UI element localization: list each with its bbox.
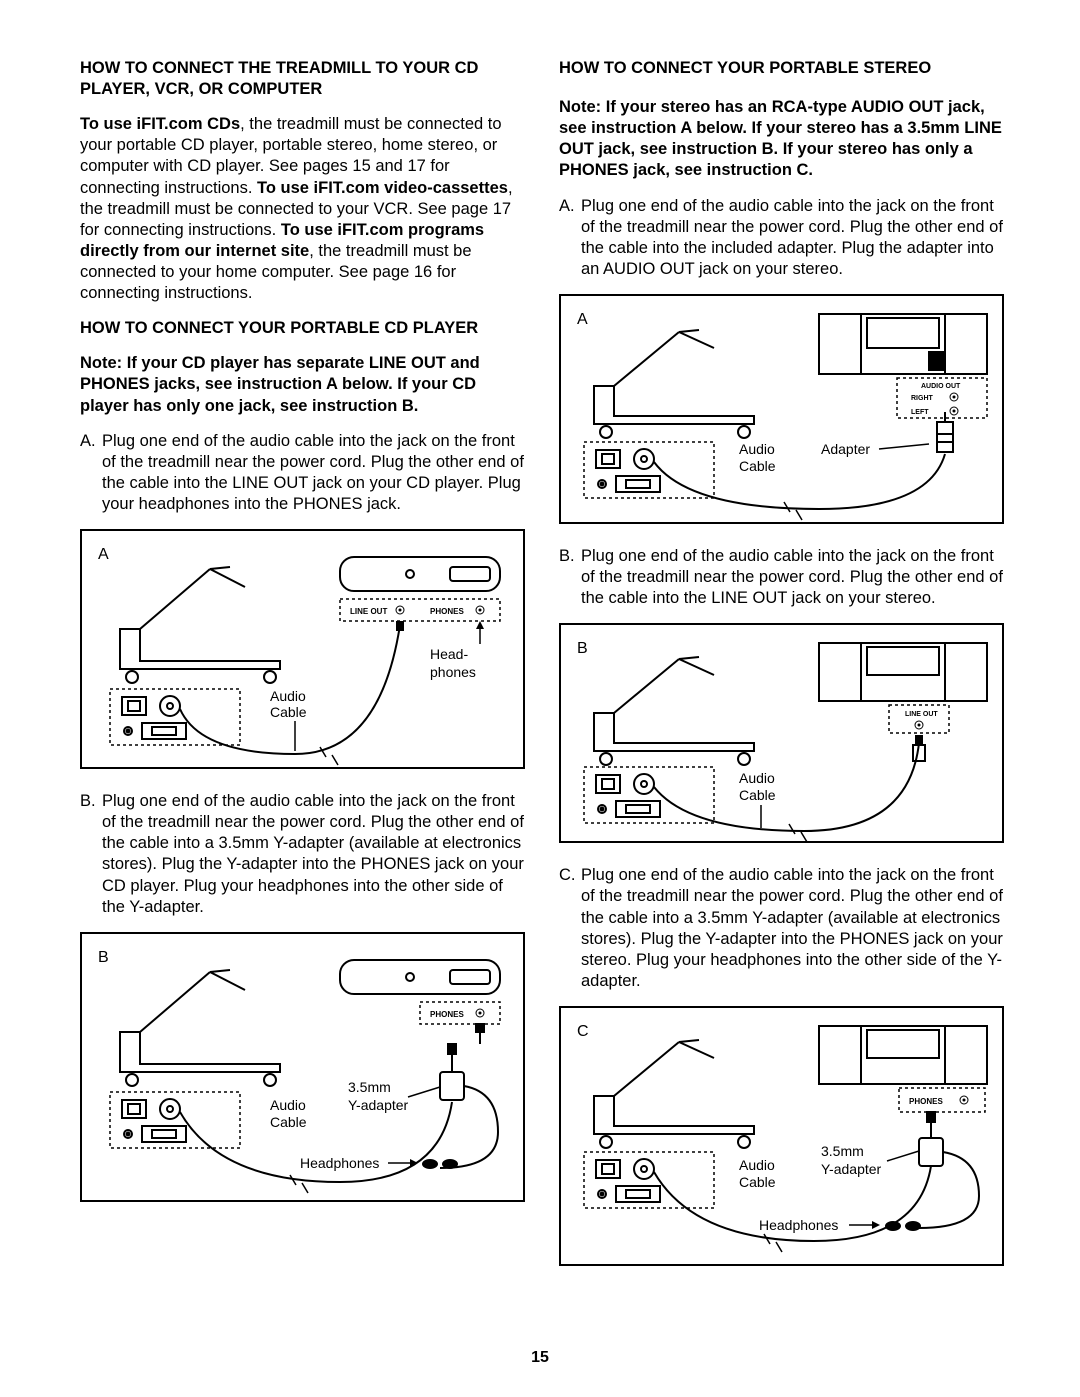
- diagram-left-b: B PHONES: [80, 932, 525, 1202]
- diag-la-hp1: Head-: [430, 646, 468, 662]
- left-item-a: A. Plug one end of the audio cable into …: [80, 431, 525, 515]
- svg-text:LINE OUT: LINE OUT: [905, 711, 938, 718]
- svg-text:A: A: [577, 311, 588, 328]
- svg-text:B: B: [577, 640, 588, 657]
- page-number: 15: [0, 1349, 1080, 1367]
- svg-text:Audio: Audio: [739, 441, 775, 457]
- svg-text:Audio: Audio: [270, 1097, 306, 1113]
- svg-text:C: C: [577, 1023, 589, 1040]
- diag-la-audio: Audio: [270, 688, 306, 704]
- left-a-letter: A.: [80, 431, 102, 515]
- left-a-text: Plug one end of the audio cable into the…: [102, 431, 525, 515]
- left-b-text: Plug one end of the audio cable into the…: [102, 791, 525, 918]
- diagram-right-c: C PHONES: [559, 1006, 1004, 1266]
- right-note: Note: If your stereo has an RCA-type AUD…: [559, 97, 1004, 181]
- right-column: HOW TO CONNECT YOUR PORTABLE STEREO Note…: [559, 58, 1004, 1288]
- svg-text:PHONES: PHONES: [909, 1097, 943, 1106]
- left-item-b: B. Plug one end of the audio cable into …: [80, 791, 525, 918]
- left-b-letter: B.: [80, 791, 102, 918]
- svg-text:3.5mm: 3.5mm: [821, 1143, 864, 1159]
- svg-text:RIGHT: RIGHT: [911, 395, 934, 402]
- svg-text:Cable: Cable: [739, 787, 776, 803]
- diagram-right-a: A AUDIO OUT RIGHT LEFT: [559, 294, 1004, 524]
- diag-la-lineout: LINE OUT: [350, 607, 387, 616]
- intro-lead2: To use iFIT.com video-cassettes: [257, 179, 508, 197]
- diag-lb-phones: PHONES: [430, 1010, 464, 1019]
- diag-lb-headphones: Headphones: [300, 1155, 379, 1171]
- left-subheading: HOW TO CONNECT YOUR PORTABLE CD PLAYER: [80, 318, 525, 339]
- svg-text:Y-adapter: Y-adapter: [348, 1097, 409, 1113]
- svg-text:Cable: Cable: [739, 1174, 776, 1190]
- diag-la-hp2: phones: [430, 664, 476, 680]
- svg-text:Y-adapter: Y-adapter: [821, 1161, 882, 1177]
- diag-la-phones: PHONES: [430, 607, 464, 616]
- svg-text:Adapter: Adapter: [821, 441, 870, 457]
- svg-text:LEFT: LEFT: [911, 409, 929, 416]
- right-heading: HOW TO CONNECT YOUR PORTABLE STEREO: [559, 58, 1004, 79]
- left-column: HOW TO CONNECT THE TREADMILL TO YOUR CD …: [80, 58, 525, 1288]
- svg-text:Headphones: Headphones: [759, 1217, 838, 1233]
- right-item-b: B. Plug one end of the audio cable into …: [559, 546, 1004, 609]
- diag-lb-letter: B: [98, 949, 109, 966]
- diag-la-letter: A: [98, 546, 109, 563]
- svg-text:AUDIO OUT: AUDIO OUT: [921, 383, 961, 390]
- svg-text:Audio: Audio: [739, 770, 775, 786]
- svg-text:3.5mm: 3.5mm: [348, 1079, 391, 1095]
- left-intro: To use iFIT.com CDs, the treadmill must …: [80, 114, 525, 304]
- left-main-heading: HOW TO CONNECT THE TREADMILL TO YOUR CD …: [80, 58, 525, 100]
- right-item-a: A. Plug one end of the audio cable into …: [559, 196, 1004, 280]
- intro-lead1: To use iFIT.com CDs: [80, 115, 240, 133]
- left-note: Note: If your CD player has separate LIN…: [80, 353, 525, 416]
- svg-text:Cable: Cable: [270, 1114, 307, 1130]
- svg-text:Audio: Audio: [739, 1157, 775, 1173]
- diag-la-cable: Cable: [270, 704, 307, 720]
- diagram-left-a: A LINE OUT PHONES: [80, 529, 525, 769]
- svg-text:Cable: Cable: [739, 458, 776, 474]
- diagram-right-b: B LINE OUT: [559, 623, 1004, 843]
- right-item-c: C. Plug one end of the audio cable into …: [559, 865, 1004, 992]
